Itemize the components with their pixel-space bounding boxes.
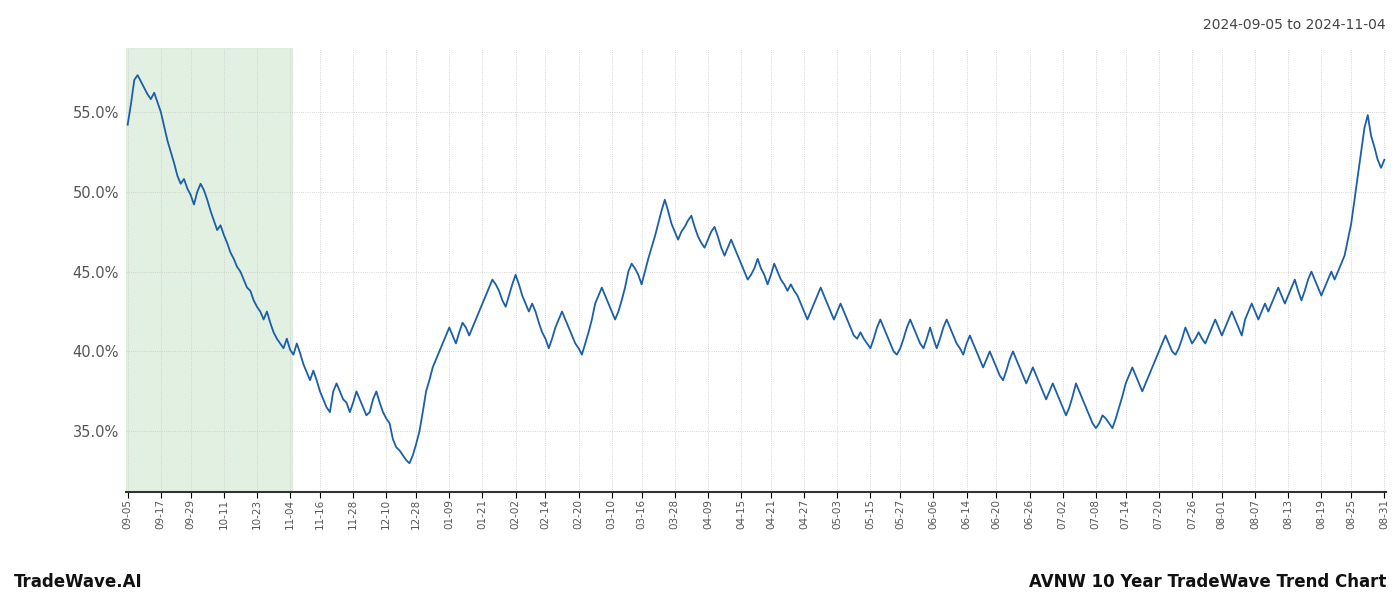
Bar bbox=[126, 48, 291, 492]
Text: 2024-09-05 to 2024-11-04: 2024-09-05 to 2024-11-04 bbox=[1204, 18, 1386, 32]
Text: TradeWave.AI: TradeWave.AI bbox=[14, 573, 143, 591]
Text: AVNW 10 Year TradeWave Trend Chart: AVNW 10 Year TradeWave Trend Chart bbox=[1029, 573, 1386, 591]
